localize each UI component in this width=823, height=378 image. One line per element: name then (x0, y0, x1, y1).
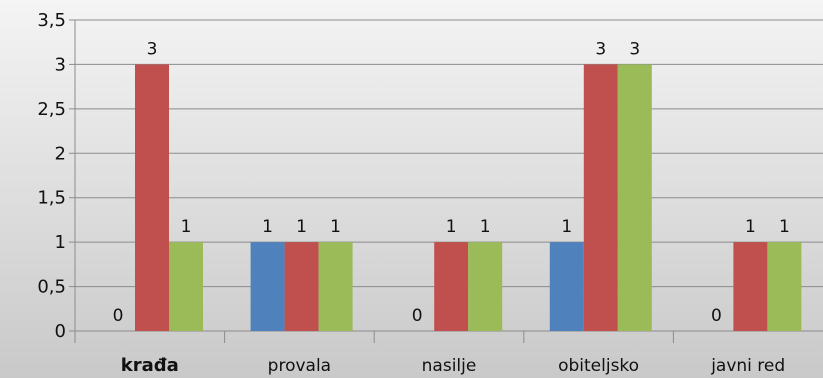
y-tick-label: 2,5 (37, 99, 66, 120)
y-tick-label: 3,5 (37, 10, 66, 31)
x-tick-label: krađa (121, 355, 179, 376)
data-label: 1 (480, 217, 491, 237)
data-label: 1 (330, 217, 341, 237)
y-tick-label: 1,5 (37, 188, 66, 209)
data-label: 1 (181, 217, 192, 237)
x-tick-label: javni red (710, 356, 785, 376)
bar-series-3 (318, 242, 353, 331)
bar-series-2 (733, 242, 768, 331)
data-label: 0 (711, 306, 722, 326)
bar-series-1 (549, 242, 584, 331)
data-label: 0 (412, 306, 423, 326)
data-label: 1 (262, 217, 273, 237)
bar-series-1 (250, 242, 285, 331)
y-tick-label: 0 (55, 321, 66, 342)
data-label: 3 (629, 39, 640, 59)
data-label: 0 (113, 306, 124, 326)
x-tick-label: obiteljsko (558, 356, 639, 376)
data-label: 1 (446, 217, 457, 237)
bar-series-3 (617, 64, 652, 331)
data-label: 3 (147, 39, 158, 59)
bar-series-3 (468, 242, 503, 331)
data-label: 1 (779, 217, 790, 237)
y-tick-label: 2 (55, 143, 66, 164)
y-tick-label: 0,5 (37, 277, 66, 298)
label-layer: 0 1 0 1 0 3 1 1 3 1 1 1 1 3 1 (113, 39, 790, 326)
bar-series-2 (434, 242, 469, 331)
bar-series-3 (767, 242, 802, 331)
bar-series-2 (284, 242, 319, 331)
data-label: 1 (296, 217, 307, 237)
bar-series-2 (135, 64, 169, 331)
y-tick-label: 1 (55, 232, 66, 253)
data-label: 3 (595, 39, 606, 59)
data-label: 1 (561, 217, 572, 237)
bar-series-3 (169, 242, 203, 331)
data-label: 1 (745, 217, 756, 237)
bar-series-2 (583, 64, 618, 331)
x-tick-label: nasilje (422, 356, 477, 376)
x-tick-label: provala (268, 356, 331, 376)
bar-layer (135, 64, 802, 331)
y-tick-label: 3 (55, 54, 66, 75)
axis-layer: 0 0,5 1 1,5 2 2,5 3 3,5 krađa provala nasilje obite… (37, 10, 785, 376)
